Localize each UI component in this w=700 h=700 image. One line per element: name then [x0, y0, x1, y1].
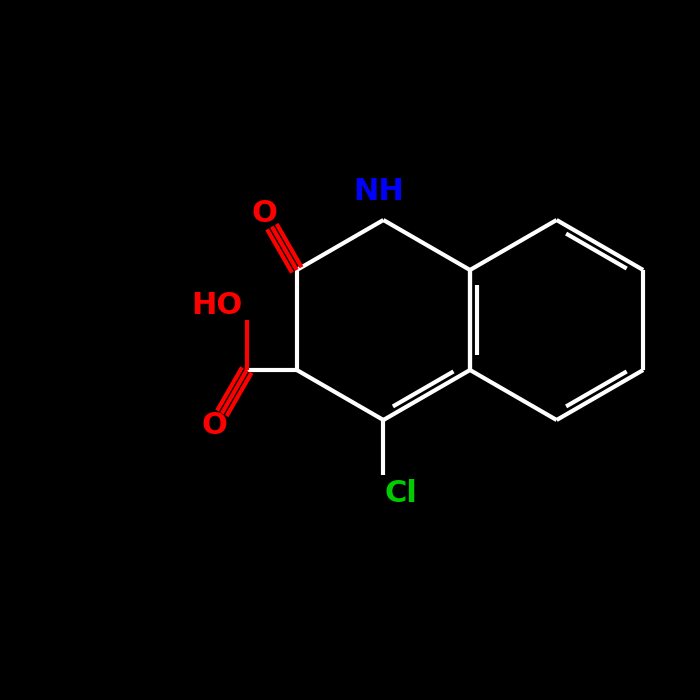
- Text: O: O: [251, 199, 277, 228]
- Text: Cl: Cl: [385, 479, 418, 507]
- Text: NH: NH: [353, 178, 404, 206]
- Text: HO: HO: [191, 290, 242, 319]
- Text: O: O: [202, 411, 228, 440]
